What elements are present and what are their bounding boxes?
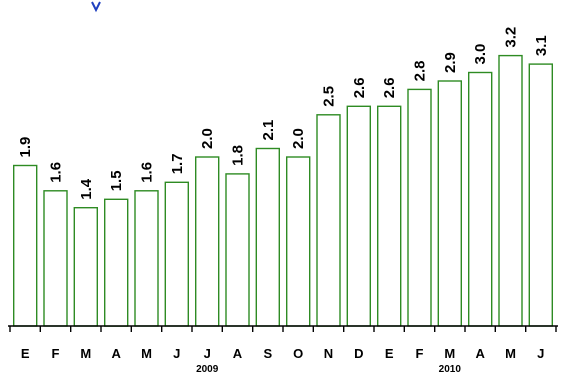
year-labels-group: 2009 2010: [196, 364, 461, 374]
value-labels-group: 1.9 1.6 1.4 1.5 1.6 1.7 2.0 1.8 2.1 2.0 2.5 2.6 2.6 2…: [17, 27, 550, 200]
category-label: M: [80, 346, 91, 361]
category-label: E: [385, 346, 394, 361]
value-label: 1.5: [108, 170, 125, 191]
bar: [407, 88, 432, 327]
category-label: J: [204, 346, 211, 361]
category-label: A: [112, 346, 122, 361]
value-label: 2.6: [381, 77, 398, 98]
value-label: 1.4: [78, 178, 95, 200]
category-label: S: [263, 346, 272, 361]
category-label: M: [141, 346, 152, 361]
value-label: 2.8: [412, 61, 429, 82]
value-label: 2.0: [290, 128, 307, 149]
category-label: E: [21, 346, 30, 361]
top-clipped-title-fragment: [91, 1, 101, 13]
bar: [73, 206, 99, 327]
value-label: 1.8: [230, 145, 247, 166]
value-label: 2.9: [442, 52, 459, 73]
value-label: 2.1: [260, 120, 277, 141]
value-label: 1.6: [48, 162, 65, 183]
bar: [286, 156, 311, 327]
category-label: M: [444, 346, 455, 361]
year-label: 2009: [196, 364, 219, 374]
bar: [255, 147, 280, 327]
category-label: F: [52, 346, 60, 361]
year-label: 2010: [439, 364, 462, 374]
bar: [225, 173, 250, 327]
bar: [103, 198, 129, 327]
bars-group: [12, 54, 553, 327]
value-label: 3.0: [472, 44, 489, 65]
category-label: N: [324, 346, 333, 361]
value-label: 1.7: [169, 153, 186, 174]
bar: [468, 71, 493, 327]
x-axis-ticks-group: [9, 326, 557, 332]
bar: [12, 164, 38, 327]
bar: [528, 63, 553, 327]
category-label: A: [233, 346, 243, 361]
bar: [377, 105, 402, 327]
value-label: 2.0: [199, 128, 216, 149]
bar: [498, 54, 523, 327]
category-label: O: [293, 346, 303, 361]
category-label: D: [354, 346, 363, 361]
bar: [437, 80, 462, 327]
value-label: 1.9: [17, 137, 34, 158]
value-label: 2.6: [351, 77, 368, 98]
category-label: J: [537, 346, 544, 361]
value-label: 3.2: [503, 27, 520, 48]
bar: [134, 190, 159, 327]
bar: [316, 114, 341, 327]
bar: [164, 181, 190, 327]
category-label: A: [476, 346, 486, 361]
category-label: F: [416, 346, 424, 361]
bar: [346, 105, 371, 327]
bar: [43, 190, 68, 327]
value-label: 3.1: [533, 35, 550, 56]
bar: [194, 156, 220, 327]
category-label: J: [173, 346, 180, 361]
value-label: 1.6: [139, 162, 156, 183]
category-label: M: [505, 346, 516, 361]
value-label: 2.5: [321, 86, 338, 107]
